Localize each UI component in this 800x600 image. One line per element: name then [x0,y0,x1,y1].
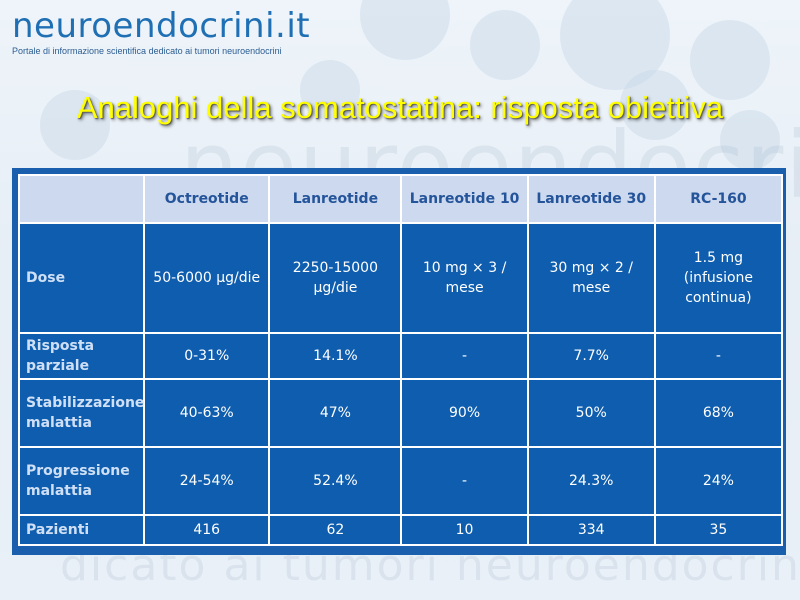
table-cell: 62 [268,514,403,546]
table-cell: 7.7% [526,332,656,380]
table-cell: 30 mg × 2 / mese [526,222,656,334]
table-cell: - [400,446,529,516]
row-label: Risposta parziale [17,332,146,380]
table-cell: 14.1% [268,332,403,380]
column-header: Lanreotide 10 [400,174,529,224]
table-cell: - [400,332,529,380]
table-cell: 47% [268,378,403,448]
table-row: Risposta parziale 0-31% 14.1% - 7.7% - [17,332,784,380]
table-row: Progressione malattia 24-54% 52.4% - 24.… [17,446,784,516]
table-cell: 10 mg × 3 / mese [400,222,529,334]
logo-title: neuroendocrini.it [12,6,311,46]
table-cell: 68% [653,378,784,448]
column-header: Octreotide [143,174,271,224]
table-frame: Octreotide Lanreotide Lanreotide 10 Lanr… [12,168,786,555]
row-label: Dose [17,222,146,334]
column-header: Lanreotide [268,174,403,224]
table-cell: 90% [400,378,529,448]
site-logo[interactable]: neuroendocrini.it Portale di informazion… [12,6,310,56]
row-label: Progressione malattia [17,446,146,516]
table-cell: 40-63% [143,378,271,448]
table-cell: 0-31% [143,332,271,380]
table-cell: 2250-15000 µg/die [268,222,403,334]
table-cell: 52.4% [268,446,403,516]
table-cell: 334 [526,514,656,546]
table-row: Stabilizzazione malattia 40-63% 47% 90% … [17,378,784,448]
table-cell: 416 [143,514,271,546]
table-cell: 50-6000 µg/die [143,222,271,334]
slide-title: Analoghi della somatostatina: risposta o… [76,90,724,125]
table-cell: 24% [653,446,784,516]
table-cell: - [653,332,784,380]
table-corner-cell [17,174,146,224]
row-label: Stabilizzazione malattia [17,378,146,448]
table-row: Dose 50-6000 µg/die 2250-15000 µg/die 10… [17,222,784,334]
table-cell: 35 [653,514,784,546]
table-cell: 50% [526,378,656,448]
row-label: Pazienti [17,514,146,546]
logo-tagline: Portale di informazione scientifica dedi… [12,46,282,56]
table-cell: 1.5 mg (infusione continua) [653,222,784,334]
response-table: Octreotide Lanreotide Lanreotide 10 Lanr… [17,174,784,546]
table-row: Pazienti 416 62 10 334 35 [17,514,784,546]
table-cell: 24.3% [526,446,656,516]
column-header: Lanreotide 30 [526,174,656,224]
table-cell: 10 [400,514,529,546]
column-header: RC-160 [653,174,784,224]
table-cell: 24-54% [143,446,271,516]
table-header-row: Octreotide Lanreotide Lanreotide 10 Lanr… [17,174,784,224]
